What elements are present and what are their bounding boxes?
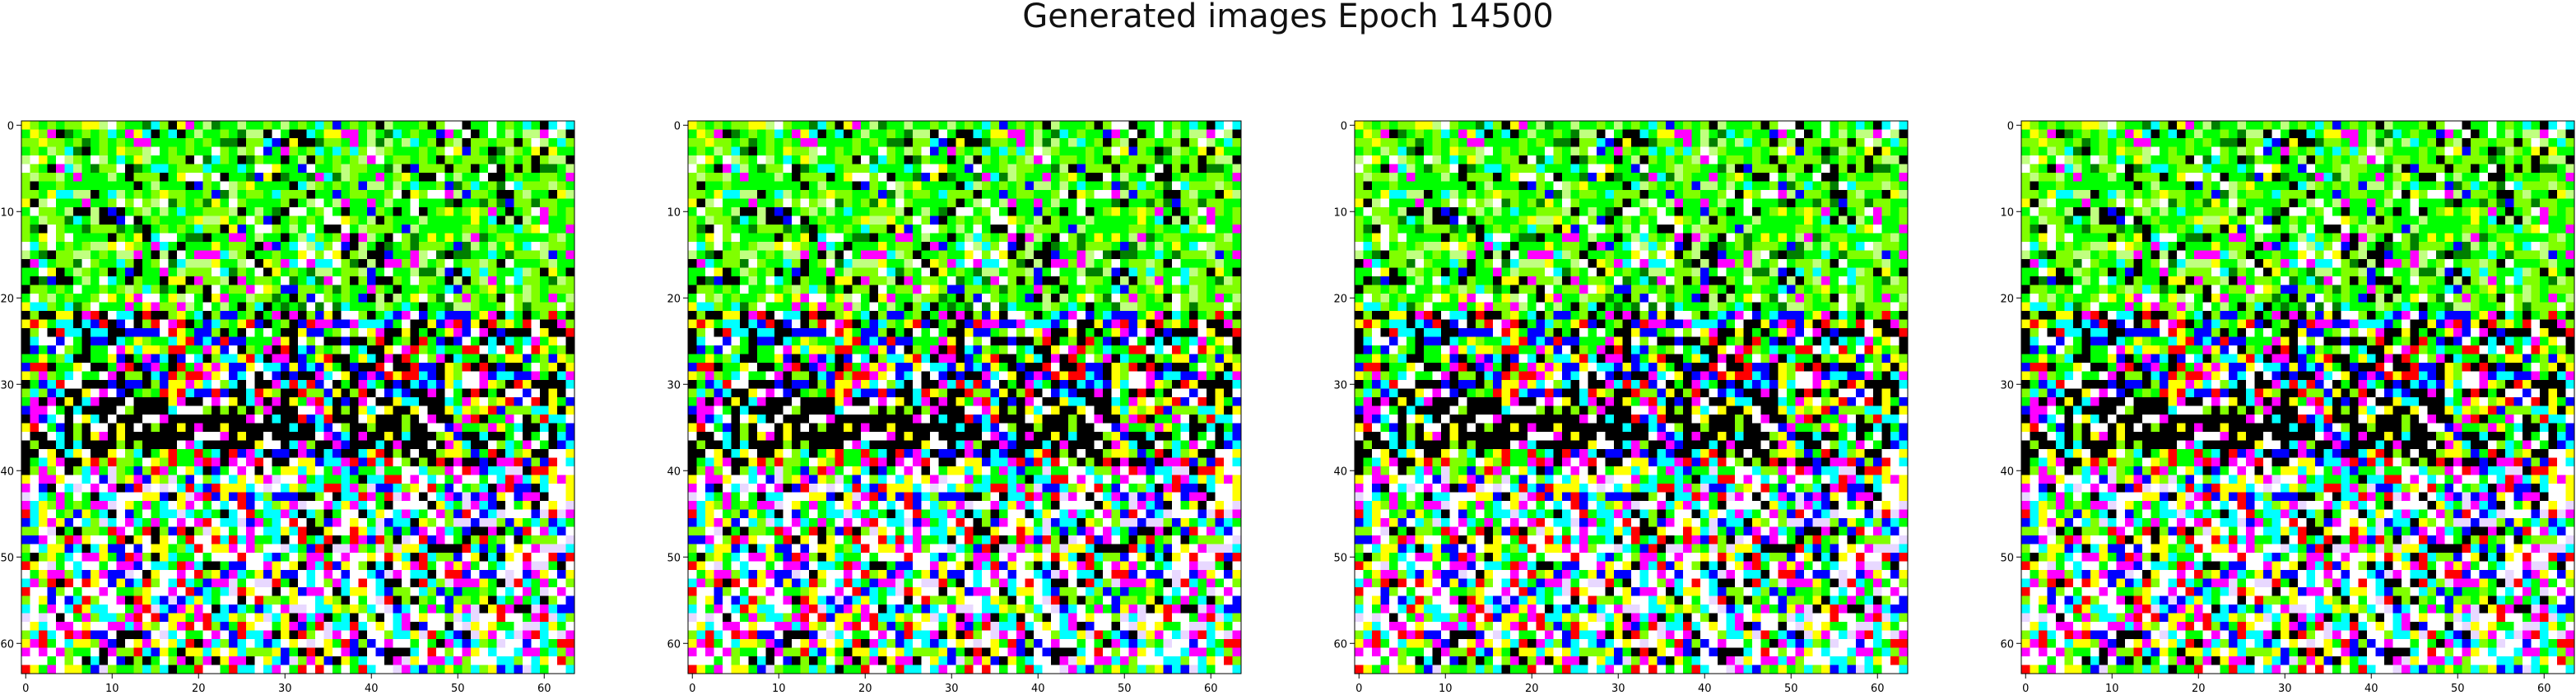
generated-image-4 — [2021, 121, 2574, 674]
x-tick-label: 0 — [1355, 683, 1362, 695]
y-tick-label: 60 — [0, 638, 14, 651]
x-tick-label: 20 — [858, 683, 872, 695]
y-tick-label: 10 — [2000, 206, 2014, 219]
y-tick-label: 10 — [0, 206, 14, 219]
x-tick-label: 60 — [537, 683, 551, 695]
x-tick-label: 0 — [689, 683, 695, 695]
y-tick-label: 40 — [667, 466, 681, 478]
x-tick-label: 30 — [2278, 683, 2292, 695]
y-tick-label: 30 — [1333, 379, 1347, 392]
x-tick-label: 30 — [278, 683, 292, 695]
image-panel-4: 0 10 20 30 40 50 60 0 10 20 30 40 50 60 — [2000, 0, 2576, 695]
y-tick-label: 0 — [1341, 120, 1347, 132]
x-tick-label: 60 — [1204, 683, 1218, 695]
y-tick-label: 20 — [667, 293, 681, 305]
x-tick-label: 40 — [1698, 683, 1712, 695]
x-tick-label: 10 — [772, 683, 786, 695]
image-panel-3: 0 10 20 30 40 50 60 0 10 20 30 40 50 60 — [1333, 0, 1959, 695]
x-tick-label: 30 — [945, 683, 959, 695]
y-tick-label: 60 — [1333, 638, 1347, 651]
y-tick-label: 50 — [2000, 552, 2014, 564]
image-plot-1: 0 10 20 30 40 50 60 0 10 20 30 40 50 60 — [0, 0, 625, 695]
x-tick-label: 0 — [2022, 683, 2029, 695]
x-tick-label: 40 — [1031, 683, 1045, 695]
x-tick-label: 40 — [2364, 683, 2378, 695]
y-tick-label: 20 — [1333, 293, 1347, 305]
x-tick-label: 0 — [22, 683, 29, 695]
y-tick-label: 50 — [1333, 552, 1347, 564]
y-tick-label: 0 — [7, 120, 14, 132]
x-tick-label: 20 — [2192, 683, 2206, 695]
generated-image-3 — [1355, 121, 1908, 674]
x-tick-label: 50 — [2451, 683, 2465, 695]
y-tick-label: 30 — [2000, 379, 2014, 392]
x-tick-label: 50 — [1118, 683, 1132, 695]
y-tick-label: 30 — [0, 379, 14, 392]
x-tick-label: 50 — [451, 683, 465, 695]
y-tick-label: 40 — [2000, 466, 2014, 478]
y-tick-label: 30 — [667, 379, 681, 392]
x-tick-label: 40 — [365, 683, 379, 695]
y-tick-label: 40 — [1333, 466, 1347, 478]
y-tick-label: 60 — [2000, 638, 2014, 651]
image-plot-2: 0 10 20 30 40 50 60 0 10 20 30 40 50 60 — [667, 0, 1292, 695]
generated-image-1 — [21, 121, 574, 674]
y-tick-label: 60 — [667, 638, 681, 651]
x-tick-label: 60 — [2537, 683, 2551, 695]
x-tick-label: 10 — [105, 683, 119, 695]
x-tick-label: 20 — [1525, 683, 1539, 695]
image-plot-4: 0 10 20 30 40 50 60 0 10 20 30 40 50 60 — [2000, 0, 2576, 695]
x-tick-label: 50 — [1784, 683, 1798, 695]
image-plot-3: 0 10 20 30 40 50 60 0 10 20 30 40 50 60 — [1333, 0, 1959, 695]
image-panel-1: 0 10 20 30 40 50 60 0 10 20 30 40 50 60 — [0, 0, 625, 695]
y-tick-label: 50 — [667, 552, 681, 564]
y-tick-label: 10 — [1333, 206, 1347, 219]
image-panel-2: 0 10 20 30 40 50 60 0 10 20 30 40 50 60 — [667, 0, 1292, 695]
x-tick-label: 20 — [192, 683, 206, 695]
x-tick-label: 10 — [1439, 683, 1453, 695]
generated-image-2 — [688, 121, 1241, 674]
y-tick-label: 20 — [2000, 293, 2014, 305]
y-tick-label: 10 — [667, 206, 681, 219]
y-tick-label: 0 — [674, 120, 681, 132]
y-tick-label: 40 — [0, 466, 14, 478]
x-tick-label: 10 — [2105, 683, 2119, 695]
y-tick-label: 20 — [0, 293, 14, 305]
y-tick-label: 50 — [0, 552, 14, 564]
x-tick-label: 30 — [1611, 683, 1625, 695]
y-tick-label: 0 — [2007, 120, 2014, 132]
x-tick-label: 60 — [1871, 683, 1885, 695]
